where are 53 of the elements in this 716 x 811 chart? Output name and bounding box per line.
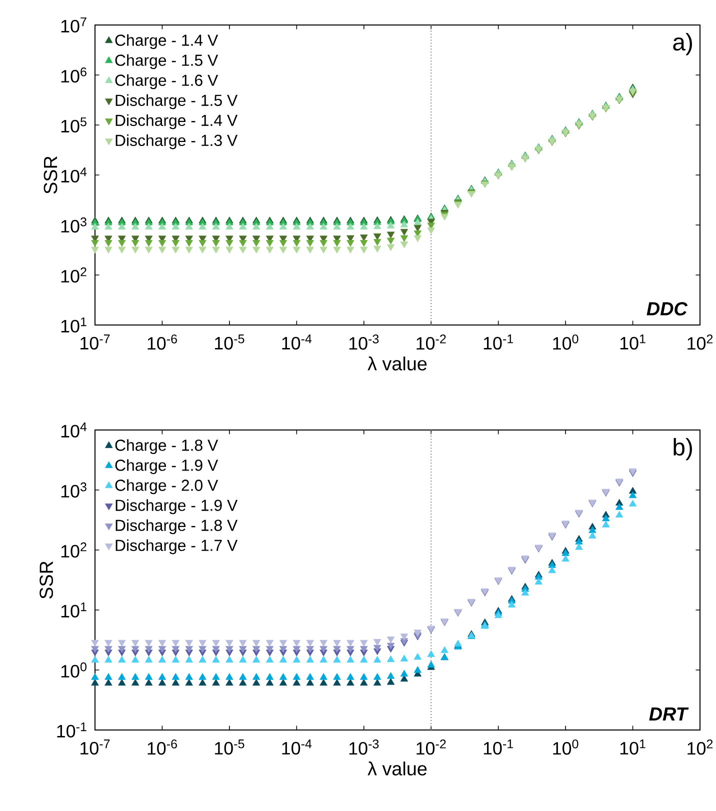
- y-tick-label: 10$^{-1}$: [57, 722, 86, 738]
- x-tick-label: 10$^{1}$: [620, 334, 646, 350]
- x-tick-label: 10$^{-2}$: [416, 334, 446, 350]
- x-tick-label: 10$^{-3}$: [349, 740, 379, 755]
- x-tick-label: 10$^{-4}$: [282, 740, 312, 755]
- legend-label: Discharge - 1.3 V: [116, 134, 238, 150]
- y-tick-label: 10$^{4}$: [61, 167, 87, 183]
- x-tick-label: 10$^{-6}$: [148, 740, 177, 755]
- x-tick-label: 10$^{-3}$: [349, 334, 379, 350]
- x-tick-label: 10$^{0}$: [553, 740, 578, 755]
- legend-label: Charge - 1.4 V: [115, 34, 218, 50]
- annotation: a): [673, 33, 692, 56]
- y-tick-label: 10$^{2}$: [61, 267, 86, 283]
- x-tick-label: 10$^{-5}$: [214, 740, 244, 755]
- y-tick-label: 10$^{4}$: [61, 422, 87, 438]
- legend-label: Discharge - 1.7 V: [116, 539, 238, 554]
- legend-label: Discharge - 1.5 V: [116, 94, 238, 110]
- legend-label: Discharge - 1.4 V: [116, 114, 238, 130]
- x-tick-label: 10$^{-4}$: [282, 334, 312, 350]
- x-tick-label: 10$^{2}$: [688, 334, 713, 350]
- x-tick-label: 10$^{1}$: [620, 740, 646, 755]
- y-tick-label: 10$^{1}$: [61, 602, 86, 618]
- y-tick-label: 10$^{1}$: [61, 317, 86, 333]
- x-tick-label: 10$^{-7}$: [80, 740, 110, 755]
- annotation: DRT: [649, 707, 689, 720]
- legend-label: Discharge - 1.9 V: [116, 499, 238, 514]
- x-tick-label: 10$^{-7}$: [80, 334, 110, 350]
- x-tick-label: 10$^{-6}$: [148, 334, 177, 350]
- x-axis-title: λ value: [368, 356, 427, 370]
- legend-label: Charge - 1.8 V: [115, 439, 218, 454]
- x-tick-label: 10$^{-2}$: [416, 740, 446, 755]
- x-tick-label: 10$^{-1}$: [484, 334, 514, 350]
- legend-label: Charge - 1.6 V: [115, 74, 218, 90]
- y-tick-label: 10$^{6}$: [61, 67, 86, 83]
- y-tick-label: 10$^{3}$: [61, 482, 86, 498]
- annotation: b): [674, 438, 692, 460]
- y-tick-label: 10$^{7}$: [61, 17, 86, 33]
- legend-label: Charge - 1.9 V: [115, 459, 218, 474]
- x-tick-label: 10$^{-1}$: [484, 740, 514, 755]
- legend-label: Discharge - 1.8 V: [116, 519, 238, 534]
- y-axis-title: SSR: [40, 561, 54, 599]
- y-tick-label: 10$^{5}$: [61, 117, 86, 133]
- x-tick-label: 10$^{2}$: [688, 740, 713, 755]
- y-tick-label: 10$^{2}$: [61, 542, 86, 558]
- annotation: DDC: [646, 302, 688, 316]
- x-tick-label: 10$^{-5}$: [214, 334, 244, 350]
- y-tick-label: 10$^{0}$: [61, 662, 86, 678]
- y-axis-title: SSR: [44, 156, 58, 194]
- legend-label: Charge - 2.0 V: [115, 479, 218, 494]
- legend-label: Charge - 1.5 V: [115, 54, 218, 70]
- x-tick-label: 10$^{0}$: [553, 334, 578, 350]
- x-axis-title: λ value: [368, 762, 427, 776]
- y-tick-label: 10$^{3}$: [61, 217, 86, 233]
